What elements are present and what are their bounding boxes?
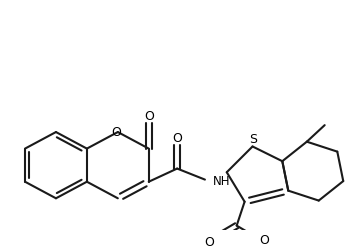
Text: O: O <box>204 236 214 248</box>
Text: NH: NH <box>213 175 230 188</box>
Text: O: O <box>259 234 269 247</box>
Text: O: O <box>144 110 154 123</box>
Text: O: O <box>111 125 121 139</box>
Text: O: O <box>172 132 182 145</box>
Text: S: S <box>250 133 258 146</box>
